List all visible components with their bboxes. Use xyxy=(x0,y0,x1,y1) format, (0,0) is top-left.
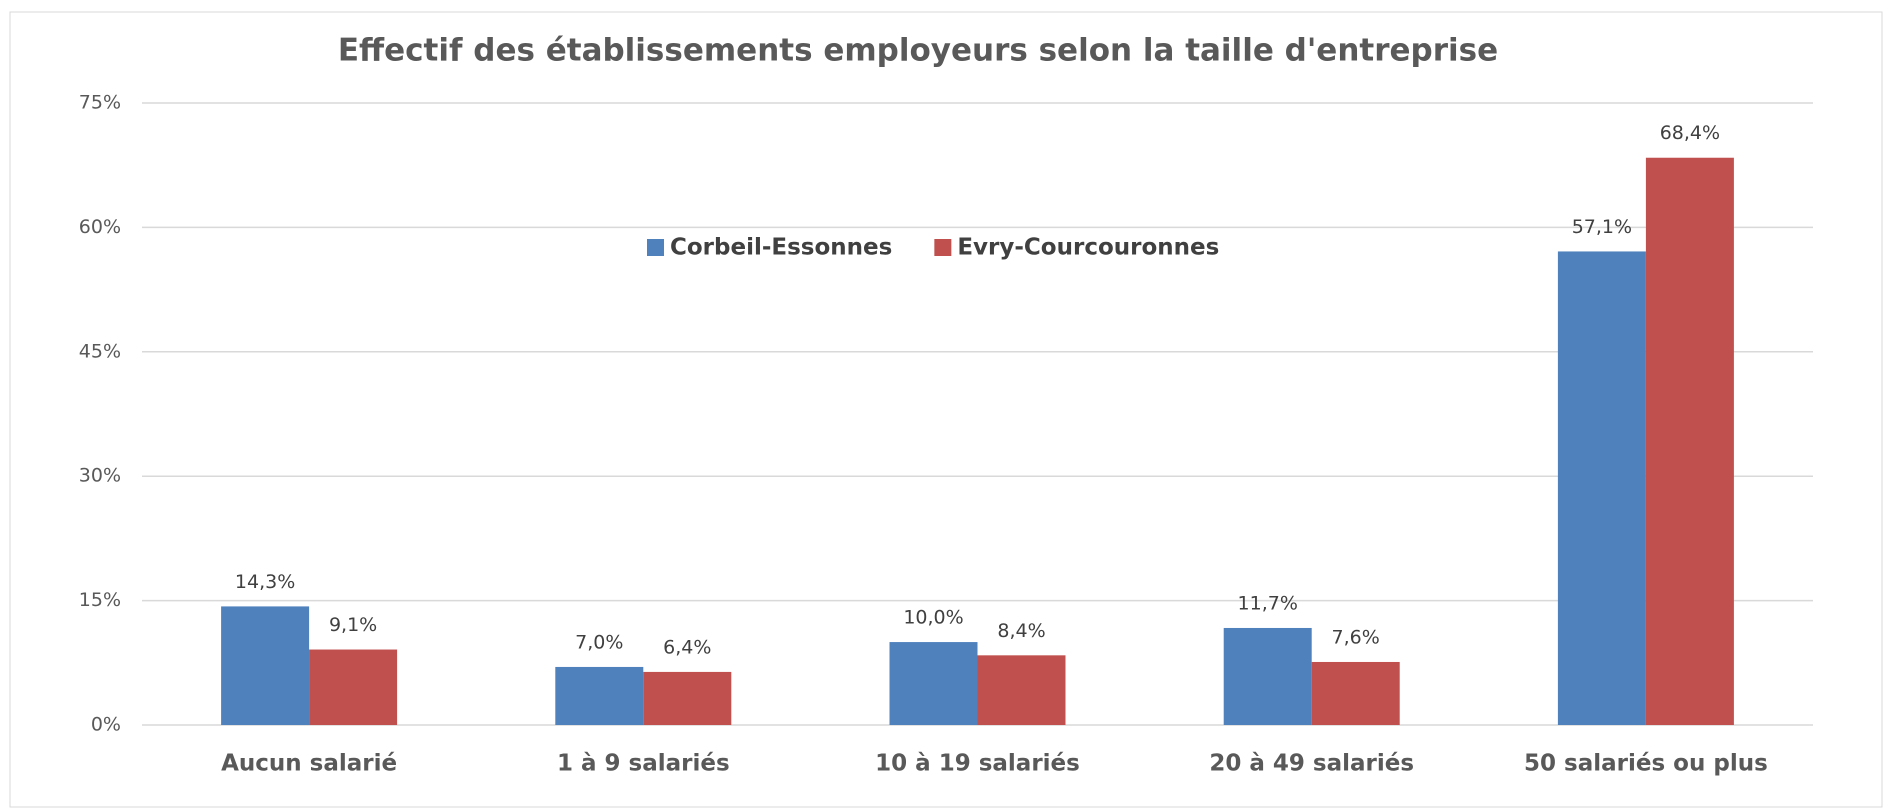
value-label: 9,1% xyxy=(329,614,377,636)
bar xyxy=(977,655,1066,725)
bar xyxy=(555,666,644,725)
bar xyxy=(1311,661,1400,725)
y-tick-label: 60% xyxy=(79,216,121,238)
y-tick-label: 30% xyxy=(79,465,121,487)
x-tick-label: Aucun salarié xyxy=(221,751,397,777)
y-tick-label: 15% xyxy=(79,589,121,611)
bar xyxy=(1645,157,1734,726)
value-label: 8,4% xyxy=(997,620,1045,642)
y-tick-label: 0% xyxy=(91,714,121,736)
y-tick-label: 75% xyxy=(79,92,121,114)
bar xyxy=(221,606,310,725)
legend-swatch xyxy=(647,239,664,256)
value-label: 14,3% xyxy=(235,571,295,593)
bar xyxy=(309,649,398,725)
value-label: 7,6% xyxy=(1332,626,1380,648)
bar xyxy=(1223,627,1312,725)
value-label: 11,7% xyxy=(1238,592,1298,614)
chart-title: Effectif des établissements employeurs s… xyxy=(338,33,1498,69)
value-label: 10,0% xyxy=(903,607,963,629)
value-label: 57,1% xyxy=(1572,216,1632,238)
value-label: 6,4% xyxy=(663,636,711,658)
bar xyxy=(643,671,732,725)
value-label: 68,4% xyxy=(1660,122,1720,144)
x-tick-label: 50 salariés ou plus xyxy=(1524,751,1768,777)
x-tick-label: 10 à 19 salariés xyxy=(875,751,1080,777)
x-tick-label: 20 à 49 salariés xyxy=(1209,751,1414,777)
y-tick-label: 45% xyxy=(79,340,121,362)
x-tick-label: 1 à 9 salariés xyxy=(557,751,730,777)
legend-swatch xyxy=(934,239,952,256)
bar xyxy=(1557,251,1646,725)
legend-label: Evry-Courcouronnes xyxy=(957,235,1219,261)
bar xyxy=(889,642,978,725)
legend-label: Corbeil-Essonnes xyxy=(670,235,892,261)
value-label: 7,0% xyxy=(575,631,623,653)
